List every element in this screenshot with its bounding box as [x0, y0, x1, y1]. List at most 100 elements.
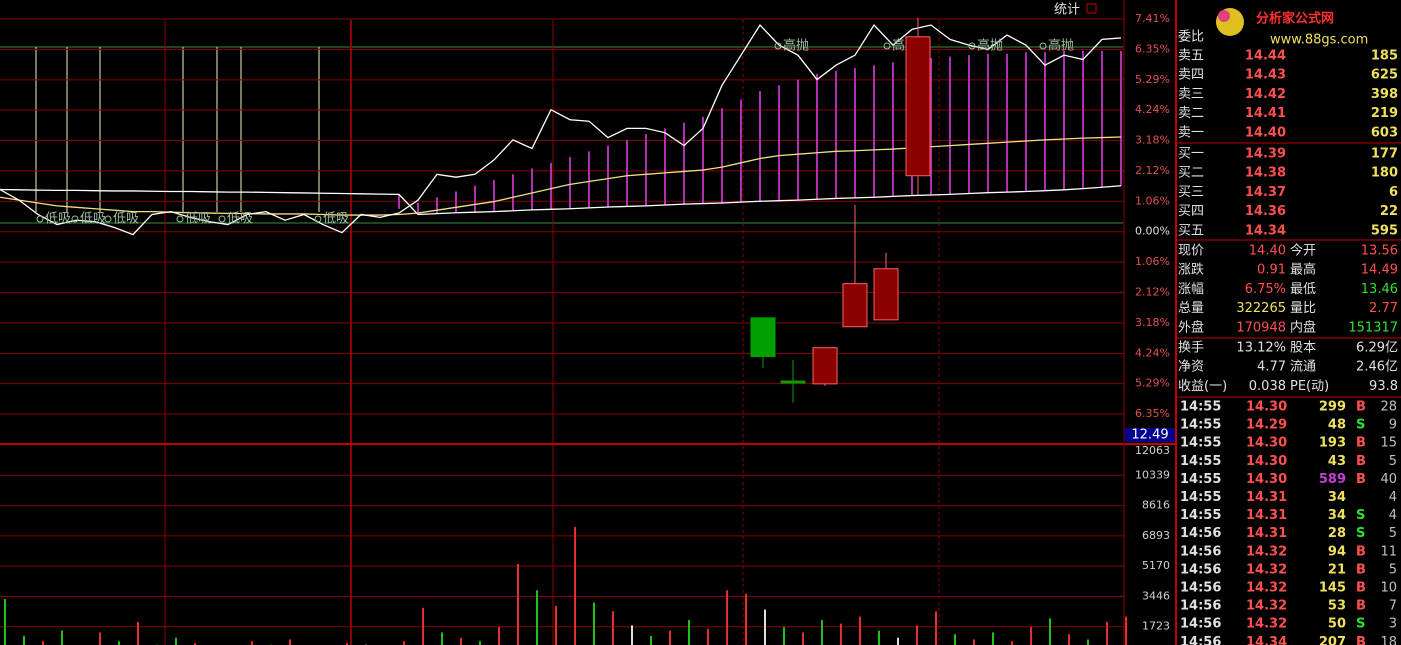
sell-mark: 高抛 — [1048, 38, 1074, 54]
average-line — [0, 136, 1122, 216]
tick-volume: 299 — [1319, 400, 1346, 415]
volume-bar — [251, 641, 253, 645]
logo: 分析家公式网 — [1256, 11, 1334, 27]
tick-count: 5 — [1389, 526, 1397, 541]
stat-value: 4.77 — [1257, 360, 1286, 375]
tick-count: 3 — [1389, 617, 1397, 632]
tick-count: 5 — [1389, 454, 1397, 469]
volume-bar — [802, 632, 804, 645]
volume-bar — [137, 621, 139, 645]
stat-value: 14.40 — [1249, 244, 1286, 259]
volume-bar — [1068, 634, 1070, 645]
book-price: 14.34 — [1245, 223, 1286, 238]
tick-price: 14.32 — [1246, 581, 1287, 596]
tick-time: 14:56 — [1180, 544, 1221, 559]
tick-side: B — [1356, 436, 1366, 451]
vertical-grid — [164, 20, 940, 645]
stat-label: 流通 — [1290, 360, 1316, 375]
book-label: 买五 — [1178, 223, 1204, 238]
tick-price: 14.34 — [1246, 635, 1287, 645]
stat-label: 最高 — [1290, 262, 1316, 278]
slow-line — [0, 185, 1122, 216]
tick-volume: 207 — [1319, 635, 1346, 645]
volume-bar — [289, 639, 291, 645]
book-price: 14.38 — [1245, 166, 1286, 181]
volume-bar — [422, 607, 424, 645]
stat-value: 2.77 — [1369, 301, 1398, 316]
volume-bar — [954, 634, 956, 645]
book-price: 14.42 — [1245, 87, 1286, 102]
candle-body — [873, 268, 899, 321]
book-volume: 219 — [1371, 106, 1398, 121]
mark-icon — [1039, 42, 1047, 50]
book-volume: 22 — [1380, 204, 1398, 219]
tick-side: B — [1356, 635, 1366, 645]
stat-value: 0.038 — [1249, 379, 1286, 394]
mark-icon — [883, 42, 891, 50]
stat-value: 93.8 — [1369, 379, 1398, 394]
book-label: 卖二 — [1178, 106, 1204, 121]
volume-bar — [688, 620, 690, 645]
price-tag-bg — [1125, 428, 1175, 442]
stats-button[interactable]: 统计 — [1054, 3, 1080, 18]
volume-bar — [593, 602, 595, 645]
y-tick-label: 2.12% — [1135, 164, 1170, 177]
buy-mark: 低吸 — [323, 212, 349, 227]
tick-side: S — [1356, 508, 1365, 523]
volume-bar — [517, 563, 519, 645]
y-tick-label: 7.41% — [1135, 12, 1170, 25]
stat-label: 最低 — [1290, 282, 1316, 297]
mark-icon — [218, 215, 226, 223]
stat-label: 现价 — [1178, 244, 1204, 259]
book-volume: 625 — [1371, 68, 1398, 83]
tick-count: 9 — [1389, 418, 1397, 433]
volume-bar — [498, 627, 500, 645]
volume-bar — [707, 628, 709, 645]
book-label: 卖四 — [1178, 68, 1204, 83]
book-label: 买三 — [1178, 185, 1204, 200]
mark-icon — [176, 215, 184, 223]
tick-count: 11 — [1380, 544, 1397, 559]
tick-side: B — [1356, 400, 1366, 415]
stat-label: 净资 — [1178, 360, 1204, 375]
tick-time: 14:55 — [1180, 508, 1221, 523]
stat-label: 今开 — [1290, 243, 1316, 259]
tick-time: 14:55 — [1180, 472, 1221, 487]
book-volume: 180 — [1371, 166, 1398, 181]
book-volume: 595 — [1371, 223, 1398, 238]
volume-bar — [669, 630, 671, 645]
buy-mark: 低吸 — [113, 212, 139, 227]
tick-volume: 589 — [1319, 472, 1346, 487]
book-volume: 177 — [1371, 147, 1398, 162]
tick-volume: 50 — [1328, 617, 1346, 632]
volume-bar — [1011, 641, 1013, 645]
volume-bar — [1106, 621, 1108, 645]
tick-side: B — [1356, 544, 1366, 559]
sell-mark: 高抛 — [783, 38, 809, 54]
y-tick-label: 0.00% — [1135, 225, 1170, 238]
stat-label: PE(动) — [1290, 379, 1329, 394]
stat-value: 151317 — [1348, 320, 1398, 335]
book-volume: 185 — [1371, 49, 1398, 64]
stat-value: 6.75% — [1245, 282, 1286, 297]
buy-mark: 低吸 — [185, 212, 211, 227]
book-label: 买二 — [1178, 166, 1204, 181]
volume-bar — [726, 590, 728, 645]
tick-side: B — [1356, 599, 1366, 614]
tick-count: 40 — [1380, 472, 1397, 487]
y-tick-label: 3.18% — [1135, 133, 1170, 146]
mark-icon — [314, 215, 322, 223]
y-tick-label: 1.06% — [1135, 194, 1170, 207]
stat-label: 股本 — [1290, 341, 1316, 356]
stats-box — [1086, 3, 1097, 14]
y-tick-label: 6.35% — [1135, 42, 1170, 55]
tick-price: 14.31 — [1246, 526, 1287, 541]
volume-bar — [118, 641, 120, 645]
stat-value: 14.49 — [1361, 263, 1398, 278]
book-price: 14.41 — [1245, 106, 1286, 121]
tick-count: 4 — [1389, 508, 1397, 523]
stat-value: 13.12% — [1236, 341, 1286, 356]
y-tick-label: 5.29% — [1135, 377, 1170, 390]
